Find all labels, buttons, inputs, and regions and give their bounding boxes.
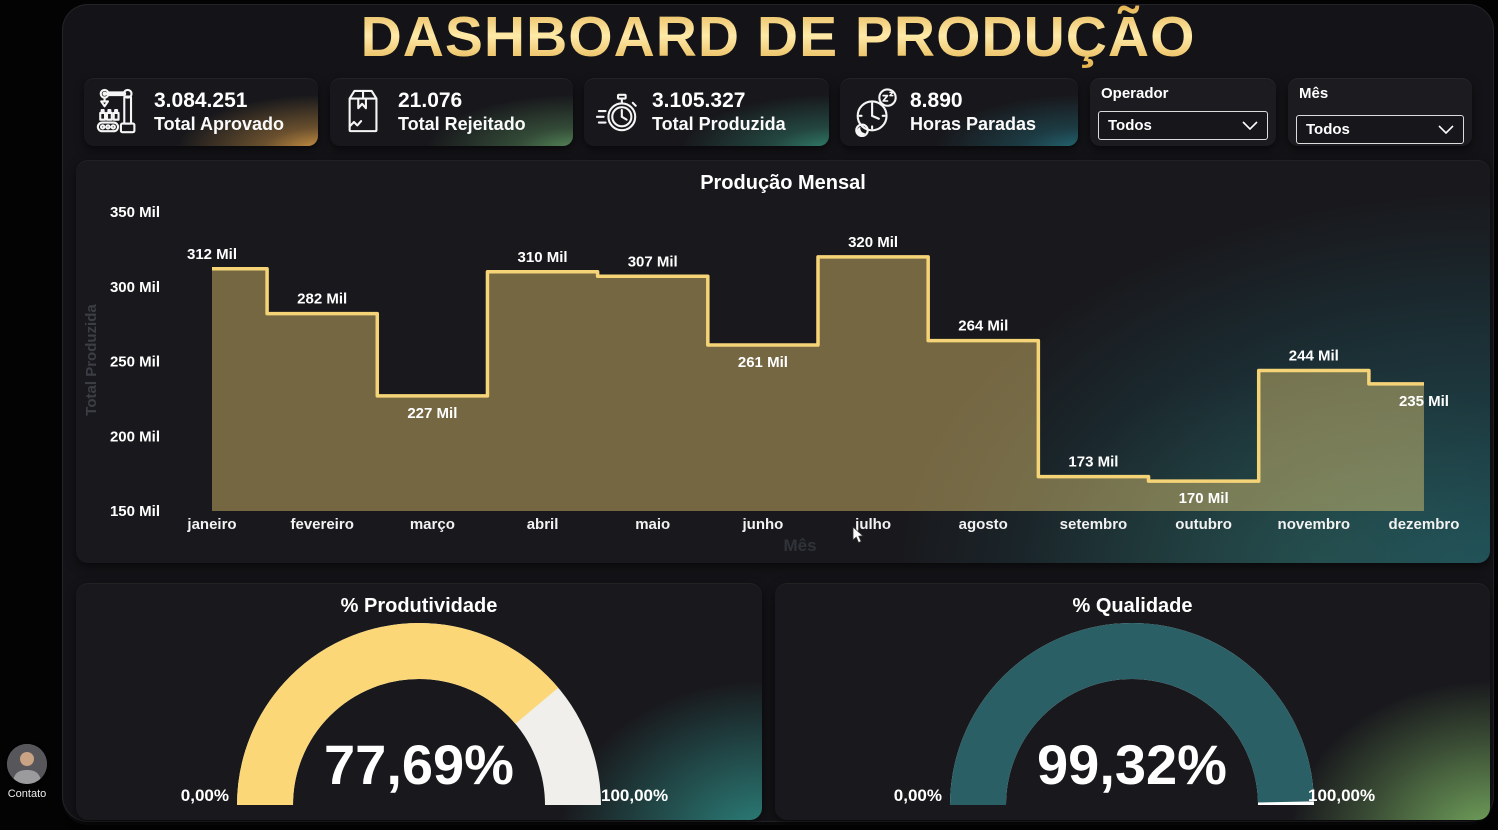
svg-text:235 Mil: 235 Mil (1399, 393, 1449, 410)
svg-text:173 Mil: 173 Mil (1068, 454, 1118, 471)
slicer-mes-label: Mês (1299, 85, 1329, 102)
avatar[interactable] (7, 744, 47, 784)
contact-label: Contato (7, 788, 47, 800)
kpi-label: Total Aprovado (154, 114, 284, 134)
svg-text:350 Mil: 350 Mil (110, 204, 160, 221)
slicer-operador-label: Operador (1101, 85, 1169, 102)
gauge-qualidade: % Qualidade 99,32% 0,00% 100,00% (775, 583, 1490, 820)
svg-text:310 Mil: 310 Mil (518, 249, 568, 266)
svg-text:agosto: agosto (959, 516, 1008, 533)
dashboard-canvas: DASHBOARD DE PRODUÇÃO 3.084.251 Total Ap… (62, 4, 1494, 822)
gauge-max-label: 100,00% (1308, 786, 1376, 805)
gauge-min-label: 0,00% (180, 786, 229, 805)
gauge-value: 77,69% (324, 733, 514, 796)
kpi-label: Total Produzida (652, 114, 786, 134)
slicer-operador: Operador Todos (1090, 78, 1276, 146)
kpi-card-total-produzida: 3.105.327 Total Produzida (584, 78, 829, 146)
kpi-label: Horas Paradas (910, 114, 1037, 134)
gauge-title: % Produtividade (340, 595, 498, 617)
svg-text:312 Mil: 312 Mil (187, 246, 237, 263)
gauge-title: % Qualidade (1072, 595, 1193, 617)
mouse-cursor-icon (852, 526, 865, 549)
svg-text:261 Mil: 261 Mil (738, 354, 788, 371)
production-chart-card: Produção Mensal 150 Mil 200 Mil 250 Mil 300… (76, 160, 1490, 563)
gauge-min-label: 0,00% (893, 786, 942, 805)
gauge-max-label: 100,00% (601, 786, 669, 805)
svg-text:junho: junho (741, 516, 783, 533)
svg-text:250 Mil: 250 Mil (110, 354, 160, 371)
svg-text:outubro: outubro (1175, 516, 1232, 533)
production-step-area-chart[interactable]: 150 Mil 200 Mil 250 Mil 300 Mil 350 Mil janei… (76, 160, 1490, 563)
stopwatch-icon (596, 87, 640, 137)
damaged-box-icon (342, 87, 386, 137)
svg-text:novembro: novembro (1278, 516, 1351, 533)
svg-text:282 Mil: 282 Mil (297, 291, 347, 308)
chevron-down-icon (1438, 125, 1454, 134)
robot-arm-icon (96, 87, 142, 137)
page-title: DASHBOARD DE PRODUÇÃO (62, 4, 1494, 70)
svg-text:setembro: setembro (1060, 516, 1128, 533)
svg-text:170 Mil: 170 Mil (1179, 490, 1229, 507)
chevron-down-icon (1242, 121, 1258, 130)
contact-link[interactable]: Contato (0, 744, 54, 800)
sleep-clock-icon (852, 87, 898, 137)
operador-dropdown[interactable]: Todos (1098, 111, 1268, 140)
svg-text:julho: julho (854, 516, 891, 533)
svg-text:Mês: Mês (783, 536, 816, 555)
svg-text:307 Mil: 307 Mil (628, 253, 678, 270)
kpi-value: 21.076 (398, 89, 463, 112)
gauge-produtividade: % Produtividade 77,69% 0,00% 100,00% (76, 583, 762, 820)
mes-dropdown[interactable]: Todos (1296, 115, 1464, 144)
svg-text:150 Mil: 150 Mil (110, 503, 160, 520)
svg-text:março: março (410, 516, 455, 533)
produtividade-gauge-arc (237, 623, 601, 806)
svg-text:300 Mil: 300 Mil (110, 279, 160, 296)
svg-text:264 Mil: 264 Mil (958, 318, 1008, 335)
svg-text:fevereiro: fevereiro (290, 516, 353, 533)
gauge-value: 99,32% (1037, 733, 1227, 796)
kpi-label: Total Rejeitado (398, 114, 526, 134)
mes-selected-value: Todos (1306, 121, 1350, 138)
svg-text:abril: abril (527, 516, 559, 533)
svg-text:dezembro: dezembro (1389, 516, 1460, 533)
kpi-card-total-aprovado: 3.084.251 Total Aprovado (84, 78, 318, 146)
kpi-card-total-rejeitado: 21.076 Total Rejeitado (330, 78, 573, 146)
svg-text:maio: maio (635, 516, 670, 533)
svg-text:janeiro: janeiro (186, 516, 236, 533)
kpi-value: 3.084.251 (154, 89, 248, 112)
slicer-mes: Mês Todos (1288, 78, 1472, 146)
svg-text:200 Mil: 200 Mil (110, 428, 160, 445)
chart-title: Produção Mensal (700, 172, 866, 194)
svg-text:Total Produzida: Total Produzida (83, 304, 100, 416)
svg-text:227 Mil: 227 Mil (407, 405, 457, 422)
kpi-value: 8.890 (910, 89, 963, 112)
svg-text:244 Mil: 244 Mil (1289, 347, 1339, 364)
svg-text:320 Mil: 320 Mil (848, 234, 898, 251)
operador-selected-value: Todos (1108, 117, 1152, 134)
kpi-value: 3.105.327 (652, 89, 746, 112)
kpi-card-horas-paradas: 8.890 Horas Paradas (840, 78, 1078, 146)
qualidade-gauge-arc (950, 623, 1314, 806)
